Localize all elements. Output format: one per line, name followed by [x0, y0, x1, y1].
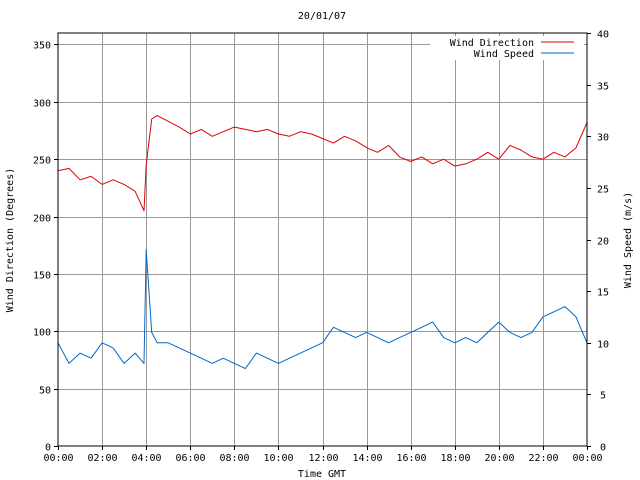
- y2-axis-label: Wind Speed (m/s): [623, 192, 634, 288]
- y2-tick-label: 0: [600, 443, 606, 454]
- y2-tick-label: 10: [597, 340, 609, 351]
- series-line-wind-speed: [57, 249, 588, 370]
- grid-lines: [58, 33, 587, 446]
- x-tick-label: 10:00: [263, 453, 293, 464]
- legend-label-wind-direction: Wind Direction: [450, 38, 534, 49]
- x-tick-label: 22:00: [528, 453, 558, 464]
- x-tick-label: 04:00: [131, 453, 161, 464]
- y-tick-label: 250: [33, 156, 51, 167]
- x-tick-label: 00:00: [43, 453, 73, 464]
- x-tick-label: 16:00: [396, 453, 426, 464]
- axis-ticks: [54, 33, 591, 450]
- x-tick-label: 08:00: [219, 453, 249, 464]
- x-tick-label: 20:00: [484, 453, 514, 464]
- y-axis-label: Wind Direction (Degrees): [5, 168, 16, 313]
- y2-tick-label: 20: [597, 237, 609, 248]
- x-tick-label: 18:00: [440, 453, 470, 464]
- plot-area: [58, 33, 587, 446]
- y-tick-label: 150: [33, 271, 51, 282]
- series-layer: [57, 115, 588, 370]
- plot-frame: [57, 32, 588, 447]
- y-tick-label: 100: [33, 328, 51, 339]
- y-tick-label: 200: [33, 214, 51, 225]
- x-tick-label: 12:00: [308, 453, 338, 464]
- x-tick-label: 00:00: [572, 453, 602, 464]
- x-tick-label: 02:00: [87, 453, 117, 464]
- legend: Wind Direction Wind Speed: [430, 36, 584, 60]
- y2-tick-label: 15: [597, 288, 609, 299]
- y-tick-label: 350: [33, 41, 51, 52]
- x-tick-label: 06:00: [175, 453, 205, 464]
- y-tick-label: 0: [45, 443, 51, 454]
- legend-background: [430, 36, 584, 60]
- series-line-wind-direction: [57, 115, 588, 212]
- legend-label-wind-speed: Wind Speed: [474, 49, 534, 60]
- y2-tick-label: 35: [597, 82, 609, 93]
- y2-tick-label: 25: [597, 185, 609, 196]
- x-tick-label: 14:00: [352, 453, 382, 464]
- y2-tick-label: 30: [597, 133, 609, 144]
- y-tick-label: 50: [39, 386, 51, 397]
- y2-tick-label: 5: [600, 391, 606, 402]
- x-axis-label: Time GMT: [298, 469, 346, 480]
- y2-tick-label: 40: [597, 30, 609, 41]
- chart-title: 20/01/07: [298, 11, 346, 22]
- y-tick-label: 300: [33, 99, 51, 110]
